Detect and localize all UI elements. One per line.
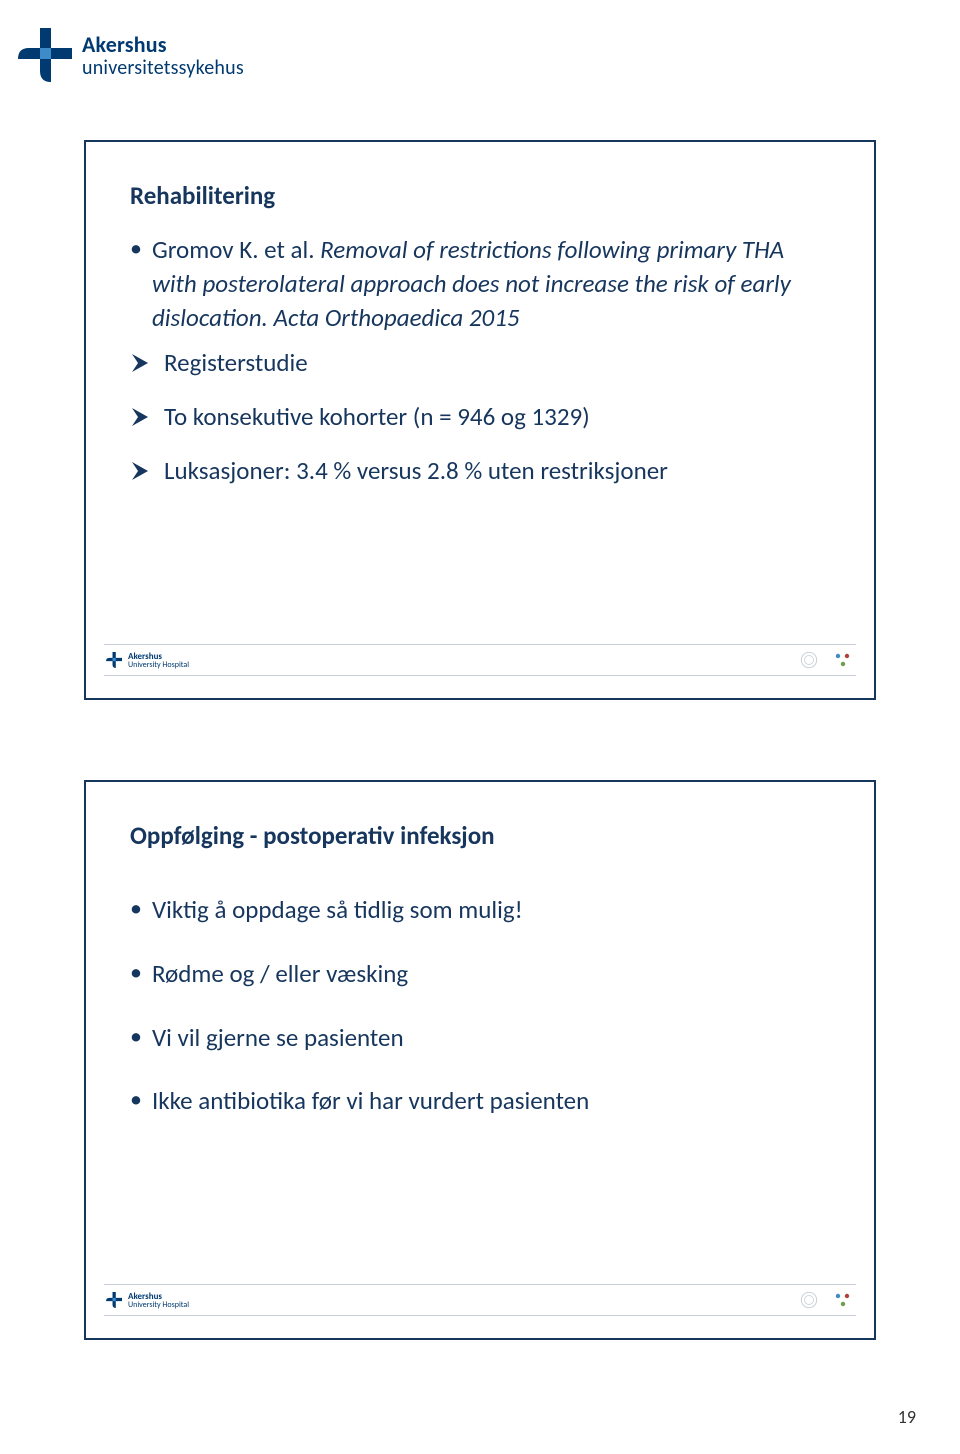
- footer-logo-icon: [106, 1292, 122, 1308]
- footer-logo-line2: University Hospital: [128, 1301, 189, 1309]
- seal-icon: [800, 1291, 818, 1309]
- slide2-bullet-2: Rødme og / eller væsking: [130, 957, 830, 991]
- slide2-bullet-4-text: Ikke antibiotika før vi har vurdert pasi…: [152, 1084, 589, 1118]
- bullet-dot-icon: [130, 1021, 152, 1053]
- slide1-bullet-3-text: Luksasjoner: 3.4 % versus 2.8 % uten res…: [164, 454, 668, 488]
- slide1-bullet-2-text: To konsekutive kohorter (n = 946 og 1329…: [164, 400, 590, 434]
- logo-cross-icon: [18, 28, 72, 82]
- footer-right: [800, 651, 854, 669]
- slide1-bullet-1: Registerstudie: [130, 346, 830, 380]
- slide1-bullet-2: To konsekutive kohorter (n = 946 og 1329…: [130, 400, 830, 434]
- bullet-dot-icon: [130, 957, 152, 989]
- logo-line2: universitetssykehus: [82, 56, 244, 80]
- page-number: 19: [898, 1406, 916, 1428]
- slide1-footer: Akershus University Hospital: [104, 644, 856, 676]
- logo-text: Akershus universitetssykehus: [82, 31, 244, 80]
- arrow-bullet-icon: [130, 406, 152, 428]
- citation-prefix: Gromov K. et al.: [152, 234, 320, 265]
- bullet-dot-icon: [130, 893, 152, 925]
- slide1-bullet-1-text: Registerstudie: [164, 346, 308, 380]
- slide2-bullet-3-text: Vi vil gjerne se pasienten: [152, 1021, 404, 1055]
- footer-logo-icon: [106, 652, 122, 668]
- slide2-title: Oppfølging - postoperativ infeksjon: [130, 820, 830, 851]
- slide2-bullet-4: Ikke antibiotika før vi har vurdert pasi…: [130, 1084, 830, 1118]
- bullet-dot-icon: [130, 1084, 152, 1116]
- slide1-title: Rehabilitering: [130, 180, 830, 211]
- dots-icon: [832, 652, 854, 668]
- slide2-bullet-2-text: Rødme og / eller væsking: [152, 957, 408, 991]
- footer-logo-line2: University Hospital: [128, 661, 189, 669]
- slide-1: Rehabilitering Gromov K. et al. Removal …: [84, 140, 876, 700]
- footer-right: [800, 1291, 854, 1309]
- seal-icon: [800, 651, 818, 669]
- bullet-dot-icon: [130, 233, 152, 265]
- arrow-bullet-icon: [130, 460, 152, 482]
- slide1-citation: Gromov K. et al. Removal of restrictions…: [130, 233, 830, 334]
- citation-suffix: Acta Orthopaedica 2015: [268, 302, 520, 333]
- slide-2: Oppfølging - postoperativ infeksjon Vikt…: [84, 780, 876, 1340]
- dots-icon: [832, 1292, 854, 1308]
- footer-left: Akershus University Hospital: [106, 652, 189, 669]
- slide2-bullet-1: Viktig å oppdage så tidlig som mulig!: [130, 893, 830, 927]
- slide2-bullet-1-text: Viktig å oppdage så tidlig som mulig!: [152, 893, 523, 927]
- slide2-footer: Akershus University Hospital: [104, 1284, 856, 1316]
- logo-line1: Akershus: [82, 31, 244, 58]
- slide2-bullet-3: Vi vil gjerne se pasienten: [130, 1021, 830, 1055]
- footer-left: Akershus University Hospital: [106, 1292, 189, 1309]
- header-logo: Akershus universitetssykehus: [18, 28, 244, 82]
- slide1-bullet-3: Luksasjoner: 3.4 % versus 2.8 % uten res…: [130, 454, 830, 488]
- arrow-bullet-icon: [130, 352, 152, 374]
